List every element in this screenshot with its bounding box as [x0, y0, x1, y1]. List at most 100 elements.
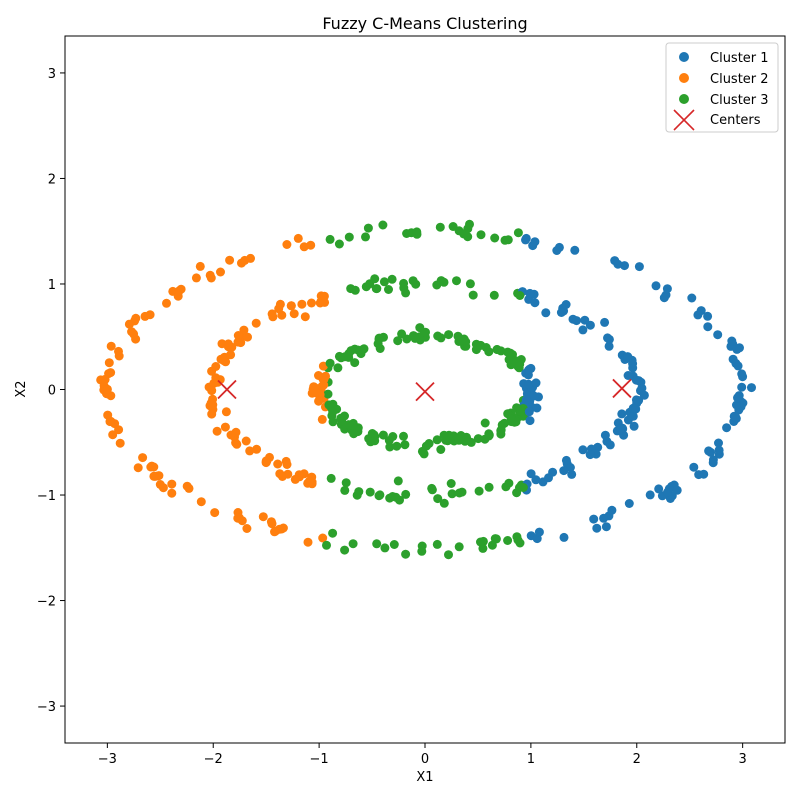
data-point-cluster-2	[106, 341, 116, 351]
data-point-cluster-1	[731, 412, 741, 422]
data-point-cluster-1	[737, 382, 747, 392]
data-point-cluster-2	[239, 325, 249, 335]
y-axis-ticks: −3 −2 −1 0 1 2 3	[37, 67, 65, 715]
data-point-cluster-3	[361, 282, 371, 292]
data-point-cluster-3	[333, 363, 343, 373]
data-point-cluster-3	[325, 358, 335, 368]
data-point-cluster-1	[604, 341, 614, 351]
data-point-cluster-1	[637, 383, 647, 393]
data-point-cluster-2	[195, 261, 205, 271]
legend-label-cluster-3: Cluster 3	[710, 93, 769, 108]
data-point-cluster-2	[317, 381, 327, 391]
data-point-cluster-1	[703, 311, 713, 321]
data-point-cluster-1	[532, 403, 542, 413]
data-point-cluster-3	[474, 486, 484, 496]
y-tick-label: 3	[48, 67, 56, 82]
y-tick-label: 2	[48, 172, 56, 187]
data-point-cluster-3	[461, 337, 471, 347]
data-point-cluster-3	[448, 222, 458, 231]
data-point-cluster-2	[115, 438, 125, 448]
data-point-cluster-3	[334, 239, 344, 249]
data-point-cluster-3	[512, 356, 522, 366]
data-point-cluster-1	[529, 391, 539, 401]
data-point-cluster-2	[267, 519, 277, 529]
data-point-cluster-3	[348, 539, 358, 549]
x-tick-label: −3	[98, 752, 117, 767]
data-point-cluster-1	[662, 487, 672, 497]
data-point-cluster-3	[419, 449, 429, 459]
data-point-cluster-2	[317, 414, 327, 424]
data-point-cluster-3	[454, 435, 464, 445]
data-point-cluster-3	[350, 358, 360, 368]
legend-marker-centers	[673, 109, 695, 131]
data-point-cluster-3	[365, 487, 375, 497]
data-point-cluster-3	[432, 435, 442, 445]
data-point-cluster-1	[599, 513, 609, 523]
data-point-cluster-1	[733, 361, 743, 371]
data-point-cluster-3	[346, 346, 356, 356]
data-point-cluster-3	[341, 478, 351, 488]
x-tick-label: 1	[527, 752, 535, 767]
data-point-cluster-3	[444, 430, 454, 440]
legend-label-cluster-2: Cluster 2	[710, 72, 769, 87]
data-point-cluster-3	[349, 429, 359, 439]
data-point-cluster-3	[459, 229, 469, 239]
data-point-cluster-3	[379, 277, 389, 287]
data-point-cluster-1	[561, 455, 571, 465]
data-point-cluster-1	[526, 469, 536, 479]
center-marker	[415, 381, 435, 402]
data-point-cluster-3	[374, 491, 384, 501]
data-point-cluster-3	[406, 228, 416, 238]
data-point-cluster-3	[489, 290, 499, 300]
data-point-cluster-1	[714, 438, 723, 448]
data-point-cluster-1	[629, 421, 639, 431]
data-point-cluster-1	[544, 473, 553, 483]
data-point-cluster-2	[270, 527, 279, 537]
data-point-cluster-3	[454, 488, 464, 498]
data-point-cluster-3	[501, 482, 511, 492]
data-point-cluster-1	[732, 400, 741, 410]
data-point-cluster-3	[454, 337, 464, 346]
data-point-cluster-2	[127, 327, 137, 337]
legend-marker-cluster-2	[679, 73, 689, 83]
data-point-cluster-1	[578, 445, 588, 455]
data-point-cluster-1	[552, 246, 562, 255]
data-point-cluster-1	[706, 447, 716, 457]
x-tick-label: 3	[739, 752, 747, 767]
y-axis-label: X2	[14, 380, 29, 397]
data-point-cluster-2	[243, 332, 252, 342]
plot-points	[96, 219, 756, 560]
data-point-cluster-1	[541, 308, 551, 318]
data-point-cluster-1	[525, 416, 535, 426]
data-point-cluster-2	[209, 378, 219, 388]
data-point-cluster-3	[393, 476, 403, 486]
data-point-cluster-3	[444, 550, 453, 560]
legend-marker-cluster-1	[679, 52, 689, 62]
data-point-cluster-3	[433, 494, 443, 504]
data-point-cluster-1	[521, 235, 530, 245]
y-tick-label: −2	[37, 595, 56, 610]
data-point-cluster-3	[427, 483, 437, 493]
data-point-cluster-3	[393, 336, 403, 346]
data-point-cluster-1	[617, 409, 627, 419]
data-point-cluster-1	[559, 466, 569, 476]
data-point-cluster-3	[444, 330, 454, 340]
data-point-cluster-3	[363, 223, 373, 233]
data-point-cluster-2	[293, 233, 303, 243]
data-point-cluster-1	[570, 245, 580, 255]
data-point-cluster-2	[108, 430, 118, 440]
data-point-cluster-3	[372, 539, 382, 549]
data-point-cluster-1	[524, 407, 534, 417]
data-point-cluster-1	[727, 336, 737, 346]
data-point-cluster-3	[424, 439, 434, 448]
x-axis-ticks: −3 −2 −1 0 1 2 3	[98, 743, 747, 767]
data-point-cluster-3	[354, 487, 364, 497]
data-point-cluster-3	[340, 485, 350, 495]
x-tick-label: 2	[633, 752, 641, 767]
data-point-cluster-2	[307, 298, 316, 308]
data-point-cluster-1	[603, 333, 612, 343]
data-point-cluster-3	[484, 431, 494, 441]
data-point-cluster-2	[231, 427, 241, 437]
data-point-cluster-1	[708, 455, 718, 465]
